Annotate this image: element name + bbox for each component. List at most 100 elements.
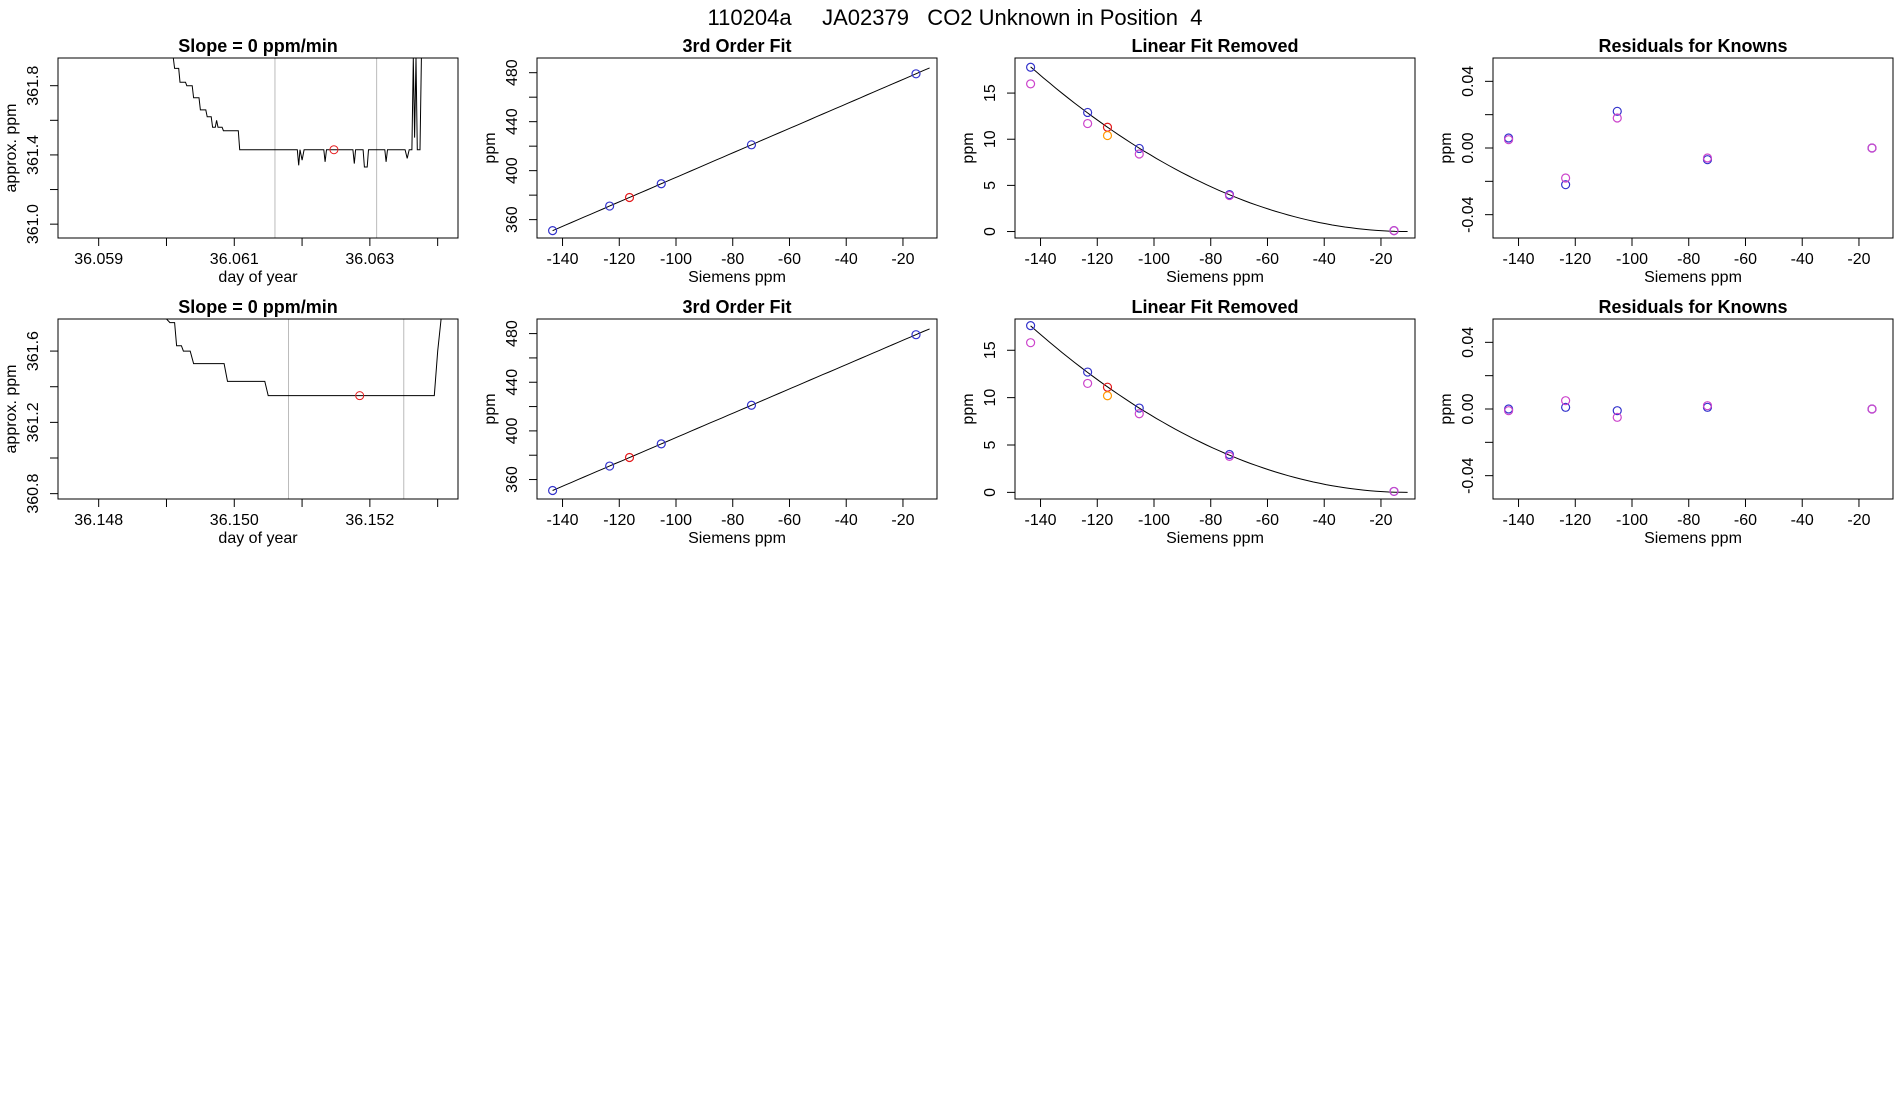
data-point xyxy=(548,485,558,496)
x-axis-label: Siemens ppm xyxy=(1644,269,1742,286)
panel-title: 3rd Order Fit xyxy=(682,297,791,317)
data-point xyxy=(1083,118,1093,129)
x-tick-label: -40 xyxy=(1791,512,1814,529)
panel-title: 3rd Order Fit xyxy=(682,36,791,56)
y-axis-label: approx. ppm xyxy=(3,104,20,193)
x-tick-label: -120 xyxy=(1081,512,1113,529)
fit-curve xyxy=(1030,66,1408,232)
x-tick-label: -20 xyxy=(1369,251,1392,268)
panel-row2-col2: 3rd Order Fit -140 -120 -100 -80 -60 -40 -20 360… xyxy=(482,297,938,547)
panel-title: Slope = 0 ppm/min xyxy=(178,297,338,317)
plot-frame xyxy=(1014,318,1416,500)
y-tick-label: 400 xyxy=(504,417,521,444)
x-tick-label: -80 xyxy=(1199,251,1222,268)
y-tick-label: 10 xyxy=(982,130,999,148)
y-tick-label: 440 xyxy=(504,108,521,135)
data-point xyxy=(1504,406,1514,416)
x-tick-label: -120 xyxy=(1559,512,1591,529)
y-axis-label: ppm xyxy=(1438,393,1455,424)
data-point xyxy=(548,226,558,236)
x-tick-label: -60 xyxy=(778,251,801,268)
y-tick-label: 15 xyxy=(982,84,999,102)
data-point xyxy=(1561,396,1571,406)
x-tick-label: -140 xyxy=(1503,512,1535,529)
x-tick-label: -80 xyxy=(1677,512,1700,529)
x-tick-label: -20 xyxy=(1847,512,1870,529)
y-tick-label: 0 xyxy=(982,227,999,236)
data-point xyxy=(911,69,921,79)
plot-frame xyxy=(57,318,459,500)
y-tick-label: 15 xyxy=(982,341,999,359)
data-point xyxy=(911,330,921,340)
y-axis-label: ppm xyxy=(960,132,977,163)
x-tick-label: -40 xyxy=(1313,251,1336,268)
x-tick-label: -60 xyxy=(1256,251,1279,268)
data-point xyxy=(1867,404,1877,414)
fit-curve xyxy=(1030,325,1408,493)
x-axis-label: Siemens ppm xyxy=(1166,530,1264,547)
data-point xyxy=(624,192,635,203)
data-point xyxy=(656,439,666,449)
x-tick-label: 36.059 xyxy=(74,251,123,268)
data-point xyxy=(1561,402,1571,412)
panel-title: Linear Fit Removed xyxy=(1131,297,1298,317)
y-axis-label: ppm xyxy=(482,132,499,163)
panels: Slope = 0 ppm/min 36.059 36.061 36.063 361.0… xyxy=(3,36,1894,547)
plot-area xyxy=(548,328,930,496)
data-point xyxy=(1612,406,1622,416)
data-point xyxy=(1102,130,1113,141)
x-tick-label: 36.148 xyxy=(74,512,123,529)
series-line xyxy=(172,58,422,168)
data-point xyxy=(1134,409,1144,419)
panel-row1-col2: 3rd Order Fit -140 -120 -100 -80 -60 -40 -20 360… xyxy=(482,36,938,286)
y-tick-label: 10 xyxy=(982,389,999,407)
x-tick-label: -40 xyxy=(835,512,858,529)
data-point xyxy=(1102,391,1113,401)
data-point xyxy=(1702,401,1713,411)
data-point xyxy=(746,400,757,410)
x-axis-label: Siemens ppm xyxy=(1166,269,1264,286)
x-tick-label: -60 xyxy=(1734,251,1757,268)
series-line xyxy=(166,319,442,397)
x-axis-label: day of year xyxy=(218,269,298,286)
x-tick-label: -100 xyxy=(1616,512,1648,529)
x-tick-label: -120 xyxy=(1081,251,1113,268)
x-tick-label: -20 xyxy=(891,251,914,268)
plot-frame xyxy=(536,57,938,239)
x-tick-label: -60 xyxy=(1256,512,1279,529)
data-point xyxy=(656,179,666,189)
y-tick-label: 0.04 xyxy=(1460,327,1477,358)
x-tick-label: 36.152 xyxy=(345,512,394,529)
panel-row2-col4: Residuals for Knowns -140 -120 -100 -80 -60 -4… xyxy=(1438,297,1894,547)
data-point xyxy=(1561,173,1571,183)
x-axis-label: day of year xyxy=(218,530,298,547)
y-tick-label: 5 xyxy=(982,440,999,449)
y-tick-label: 360 xyxy=(504,206,521,233)
plot-frame xyxy=(57,57,459,239)
x-tick-label: -100 xyxy=(1138,512,1170,529)
plot-area xyxy=(166,319,442,499)
y-axis-label: ppm xyxy=(1438,132,1455,163)
x-axis-label: Siemens ppm xyxy=(1644,530,1742,547)
plot-frame xyxy=(1492,318,1894,500)
plot-area xyxy=(1026,321,1408,497)
x-tick-label: -120 xyxy=(1559,251,1591,268)
x-tick-label: -60 xyxy=(778,512,801,529)
plot-frame xyxy=(536,318,938,500)
x-tick-label: -40 xyxy=(1791,251,1814,268)
x-tick-label: -60 xyxy=(1734,512,1757,529)
x-tick-label: -80 xyxy=(1199,512,1222,529)
y-tick-label: 361.8 xyxy=(25,66,42,106)
data-point xyxy=(1702,153,1713,163)
panel-title: Slope = 0 ppm/min xyxy=(178,36,338,56)
x-tick-label: -140 xyxy=(547,251,579,268)
data-point xyxy=(605,201,615,211)
data-point xyxy=(1134,143,1144,154)
data-point xyxy=(746,140,757,150)
x-tick-label: -40 xyxy=(1313,512,1336,529)
y-tick-label: 0.04 xyxy=(1460,66,1477,97)
data-point xyxy=(1867,143,1877,153)
y-tick-label: 0.00 xyxy=(1460,393,1477,424)
data-point xyxy=(1612,412,1622,422)
